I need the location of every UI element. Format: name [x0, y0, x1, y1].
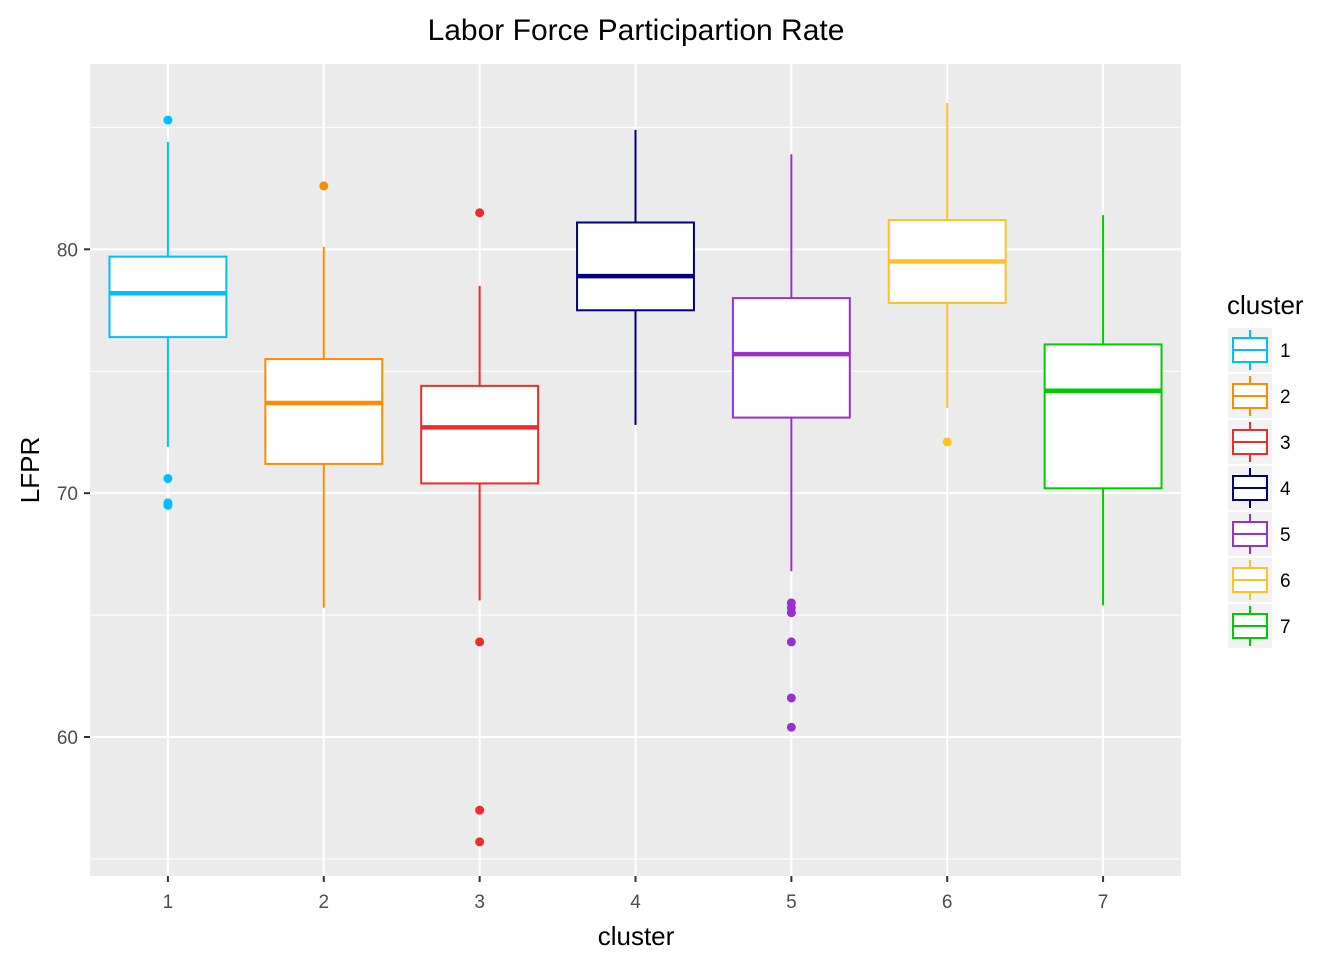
y-tick-label: 70: [57, 484, 78, 505]
outlier-point: [475, 837, 485, 847]
x-tick-label: 3: [474, 892, 485, 913]
legend-item-2: 2: [1228, 374, 1291, 418]
y-tick-label: 60: [57, 728, 78, 749]
box-cluster-7: [1043, 215, 1163, 606]
legend-item-1: 1: [1228, 328, 1291, 372]
legend-title: cluster: [1227, 290, 1304, 320]
box-cluster-4: [576, 129, 695, 425]
box: [264, 358, 384, 465]
x-tick-label: 2: [318, 892, 329, 913]
legend-label: 1: [1280, 341, 1291, 362]
legend-label: 3: [1280, 433, 1291, 454]
legend-label: 6: [1280, 571, 1291, 592]
legend-label: 7: [1280, 617, 1291, 638]
outlier-point: [475, 208, 485, 218]
legend-label: 5: [1280, 525, 1291, 546]
x-tick-label: 7: [1098, 892, 1109, 913]
legend-item-7: 7: [1228, 604, 1291, 648]
y-axis-title: LFPR: [15, 437, 45, 503]
x-axis-title: cluster: [598, 921, 675, 951]
outlier-point: [319, 181, 329, 191]
legend-label: 2: [1280, 387, 1291, 408]
x-axis: 1 2 3 4 5 6 7: [163, 876, 1109, 913]
legend-item-5: 5: [1228, 512, 1291, 556]
box-cluster-1: [108, 115, 228, 510]
y-tick-label: 80: [57, 240, 78, 261]
outlier-point: [475, 805, 485, 815]
box-cluster-2: [264, 181, 384, 608]
x-tick-label: 1: [163, 892, 174, 913]
box: [731, 297, 851, 419]
chart-title: Labor Force Participartion Rate: [428, 14, 845, 47]
legend-item-3: 3: [1228, 420, 1291, 464]
box-cluster-6: [887, 103, 1007, 447]
outlier-point: [786, 693, 796, 703]
y-axis: 60 70 80: [57, 240, 90, 749]
legend-label: 4: [1280, 479, 1291, 500]
outlier-point: [786, 722, 796, 732]
x-tick-label: 5: [786, 892, 797, 913]
legend: cluster 1 2 3 4 5 6 7: [1227, 290, 1304, 648]
legend-item-6: 6: [1228, 558, 1291, 602]
box: [576, 221, 695, 312]
x-tick-label: 6: [942, 892, 953, 913]
x-tick-label: 4: [630, 892, 641, 913]
boxes-layer: [108, 103, 1163, 847]
box: [108, 255, 228, 339]
outlier-point: [786, 608, 796, 618]
outlier-point: [163, 115, 173, 125]
box: [420, 384, 540, 485]
box-cluster-3: [420, 208, 540, 847]
box: [1043, 343, 1163, 490]
outlier-point: [163, 500, 173, 510]
box-cluster-5: [731, 154, 851, 732]
outlier-point: [475, 637, 485, 647]
outlier-point: [786, 637, 796, 647]
outlier-point: [163, 474, 173, 484]
outlier-point: [942, 437, 952, 447]
legend-item-4: 4: [1228, 466, 1291, 510]
